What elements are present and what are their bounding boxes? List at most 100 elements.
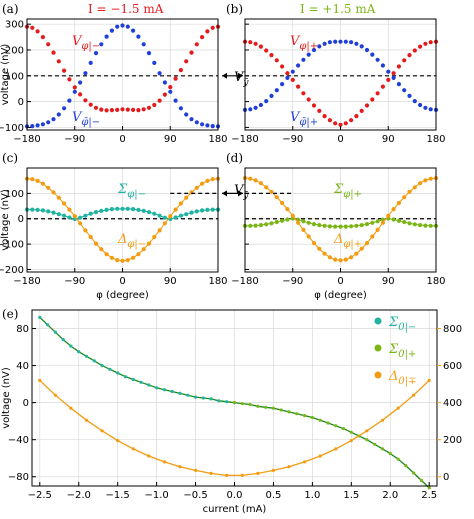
b-series-1-point-19 [343,39,348,44]
a-xtick-label-4: 180 [208,134,227,145]
c-series-0-point-18 [120,206,125,211]
c-series-1-point-24 [152,234,157,240]
d-series-1-point-28 [391,207,396,212]
d-series-1-point-1 [248,176,253,181]
e-y2tick-label-2: 400 [443,398,462,409]
e-series-2-point-2 [69,406,73,410]
b-series-1-point-13 [311,47,317,53]
e-y2tick-label-0: 0 [443,472,449,483]
d-series-0-point-33 [418,223,423,228]
c-series-0-point-10 [78,215,83,220]
e-series-2-point-13 [240,473,244,477]
e-series-2-point-23 [396,406,400,410]
b-series-0-point-10 [296,84,301,89]
b-series-1-point-5 [269,93,274,98]
b-series-1-point-11 [301,57,306,62]
a-series-0-point-8 [67,77,72,82]
a-series-1-point-16 [109,28,114,33]
a-series-1-point-26 [162,80,167,85]
e-xtick-label-4: −0.5 [183,490,207,501]
e-ytick-label-1: −40 [8,435,29,446]
b-series-0-point-16 [327,118,332,123]
panel-b-title: I = +1.5 mA [300,2,376,16]
e-xtick-label-10: 2.5 [421,490,437,501]
label-v-phi-minus: Vφ|− [72,34,100,52]
a-series-1-point-4 [46,120,51,125]
c-series-1-point-5 [51,190,56,195]
e-series-0-point-24 [225,400,229,404]
e-xlabel: current (mA) [203,504,267,515]
a-series-1-point-28 [173,98,178,103]
e-series-2-point-4 [100,429,104,433]
c-series-1-point-14 [99,247,104,252]
b-series-0-point-7 [280,64,285,69]
d-series-1-point-29 [396,200,401,206]
a-series-0-point-21 [136,108,141,113]
c-series-1-point-16 [109,255,114,260]
e-series-0-point-6 [84,354,89,358]
e-xtick-label-9: 2.0 [382,490,398,501]
a-series-0-point-19 [125,107,130,112]
c-series-1-point-6 [56,195,61,200]
b-series-1-point-31 [407,93,412,98]
d-xtick-label-0: −180 [231,276,258,287]
a-xtick-label-0: −180 [13,134,40,145]
d-series-0-point-23 [364,222,370,227]
c-series-0-point-14 [99,208,104,213]
d-series-0-point-8 [285,217,290,222]
a-series-0-point-20 [131,107,136,112]
b-series-0-point-18 [338,122,343,127]
d-series-1-point-14 [317,246,322,251]
b-series-0-point-9 [290,77,295,82]
c-series-0-point-20 [131,207,136,212]
d-series-0-point-11 [301,219,306,224]
e-series-1-point-3 [256,404,260,408]
e-series-0-point-3 [61,338,65,342]
a-series-0-point-22 [141,107,146,112]
e-series-0-point-11 [123,375,128,379]
d-series-1-point-25 [375,227,380,232]
e-series-2-point-17 [303,460,307,464]
b-series-1-point-30 [402,88,407,93]
panel-d: −180 −90 0 90 180 φ (degree) [231,167,446,301]
b-series-1-point-24 [370,52,375,57]
b-series-0-point-17 [333,121,338,126]
a-series-1-point-14 [99,42,104,47]
e-series-0-point-16 [162,388,166,392]
a-series-0-point-16 [109,108,114,113]
e-series-0-point-12 [131,377,135,382]
d-series-1-point-3 [258,181,263,186]
b-series-1-point-28 [391,75,396,80]
b-series-1-point-8 [285,75,290,80]
e-series-2-point-9 [178,465,182,469]
e-series-0-point-0 [38,315,42,319]
b-series-1-point-33 [418,102,423,108]
d-series-0-point-12 [306,220,311,225]
d-series-1-point-5 [269,189,274,194]
e-series-0-point-15 [155,386,159,390]
panel-label-e: (e) [2,307,18,321]
c-ytick-label-1: −100 [0,240,24,251]
e-series-1-point-15 [349,430,353,434]
e-series-0-point-7 [92,359,96,363]
c-series-0-point-33 [200,208,205,213]
a-series-1-point-7 [62,106,67,111]
e-xtick-label-6: 0.5 [265,490,281,501]
a-series-0-point-1 [30,25,35,30]
e-series-0-point-5 [77,350,81,354]
panel-label-b: (b) [226,2,243,16]
e-series-0-point-22 [209,397,213,401]
a-ylabel: voltage (nV) [0,44,11,106]
c-series-0-point-23 [146,210,152,215]
c-series-1-point-17 [115,258,120,263]
c-xtick-label-0: −180 [13,276,40,287]
a-series-1-point-31 [189,117,194,122]
a-series-0-point-15 [104,108,109,113]
b-series-0-point-6 [274,58,279,63]
e-series-2-point-16 [287,465,291,469]
c-series-1-point-22 [141,247,146,252]
a-series-0-point-26 [162,92,167,97]
panel-label-d: (d) [226,151,243,165]
a-series-0-point-7 [62,68,67,73]
